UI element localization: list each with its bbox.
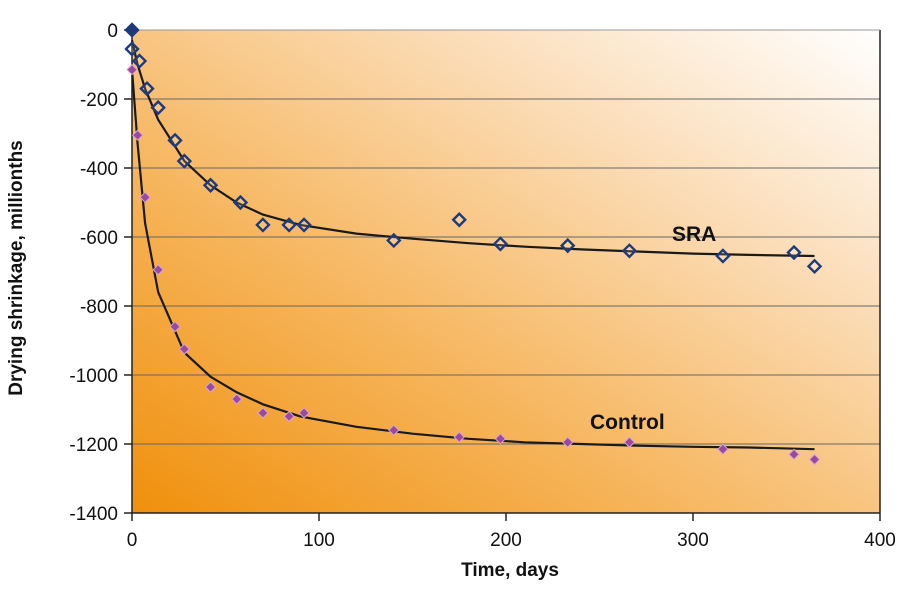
data-point-sra: [139, 80, 155, 97]
x-tick-label: 400: [864, 530, 896, 551]
trend-line-control: [130, 69, 815, 451]
data-point-sra: [232, 194, 249, 211]
data-point-control: [717, 443, 729, 455]
data-point-control: [126, 63, 138, 76]
data-point-sra: [167, 132, 183, 149]
data-point-sra: [715, 248, 731, 264]
data-point-control: [204, 381, 217, 393]
data-point-sra: [806, 258, 823, 275]
data-point-control: [788, 448, 800, 461]
data-point-sra: [786, 244, 802, 261]
data-point-sra: [124, 22, 140, 38]
data-point-control: [623, 436, 636, 448]
data-points: [124, 22, 823, 466]
data-point-control: [169, 320, 181, 333]
data-point-sra: [131, 53, 148, 69]
data-point-control: [231, 393, 243, 405]
data-point-sra: [492, 236, 509, 252]
data-point-sra: [281, 217, 297, 233]
data-point-control: [139, 191, 151, 204]
y-tick-label: -200: [80, 90, 118, 111]
data-point-sra: [621, 243, 638, 259]
x-axis-title: Time, days: [461, 560, 559, 581]
data-point-sra: [560, 237, 576, 254]
data-point-control: [152, 264, 164, 276]
x-tick-label: 300: [677, 530, 709, 551]
x-tick-label: 0: [127, 530, 138, 551]
data-point-sra: [176, 153, 193, 169]
x-tick-label: 200: [490, 530, 522, 551]
data-point-sra: [451, 212, 467, 228]
y-tick-label: -800: [80, 297, 118, 318]
series-label-sra: SRA: [672, 223, 716, 246]
data-point-control: [257, 407, 269, 419]
y-tick-label: -1200: [69, 435, 118, 456]
data-point-sra: [124, 41, 140, 57]
y-tick-label: -1000: [69, 366, 118, 387]
y-tick-label: -1400: [69, 504, 118, 525]
y-tick-label: -600: [80, 228, 118, 249]
y-axis-title: Drying shrinkage, millionths: [6, 140, 27, 396]
axis-ticks: 0 -200 -400 -600 -800 -1000 -1200 -1400 0 100 200 3…: [69, 21, 895, 551]
data-point-sra: [255, 217, 271, 233]
y-tick-label: 0: [107, 21, 118, 42]
data-point-control: [298, 407, 310, 419]
data-point-sra: [202, 177, 219, 193]
plot-area: [132, 30, 880, 513]
data-point-control: [178, 343, 191, 355]
data-point-sra: [386, 232, 402, 249]
data-point-control: [562, 436, 574, 448]
y-tick-label: -400: [80, 159, 118, 180]
data-point-control: [453, 431, 465, 443]
x-tick-label: 100: [303, 530, 335, 551]
data-point-control: [131, 129, 144, 141]
trend-line-sra: [130, 40, 815, 258]
data-point-control: [388, 424, 400, 436]
data-point-sra: [296, 217, 312, 233]
data-point-control: [808, 453, 821, 466]
trend-lines: [130, 40, 815, 451]
data-point-sra: [150, 99, 166, 116]
data-point-control: [494, 433, 507, 445]
series-label-control: Control: [590, 411, 665, 434]
data-point-control: [283, 410, 295, 423]
